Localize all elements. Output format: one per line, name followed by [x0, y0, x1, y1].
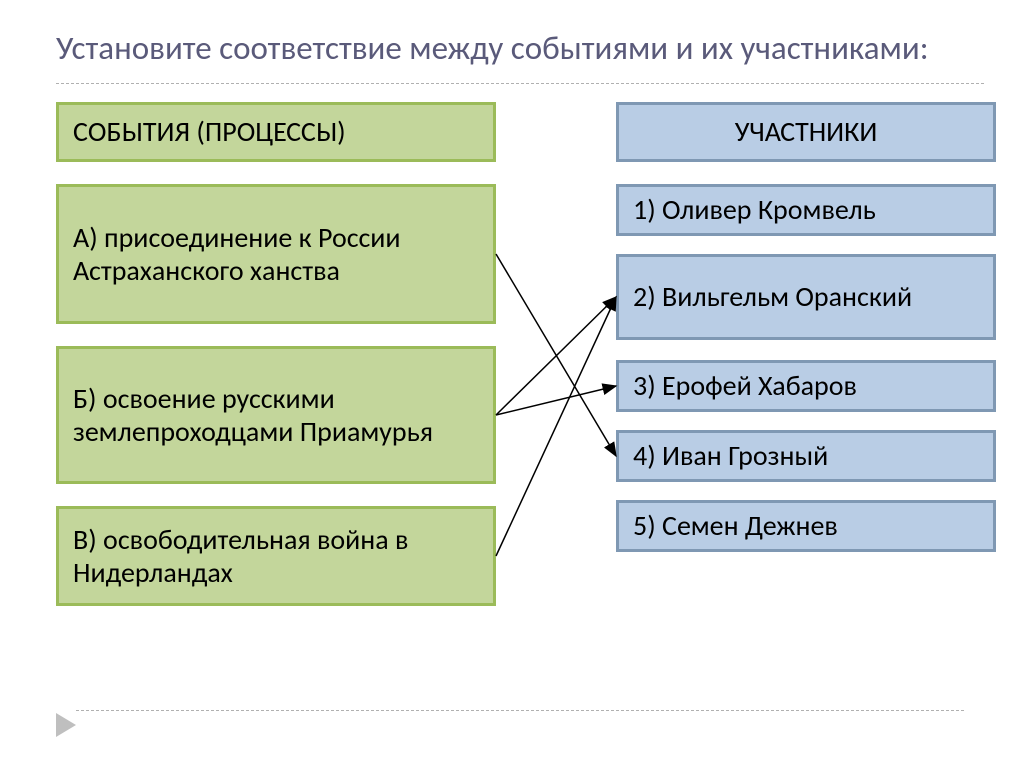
- match-edge: [496, 386, 616, 415]
- match-edge: [496, 297, 616, 556]
- slide-title: Установите соответствие между событиями …: [56, 28, 984, 69]
- title-divider: [56, 83, 984, 84]
- participant-2-label: 2) Вильгельм Оранский: [633, 280, 912, 314]
- event-b: Б) освоение русскими землепроходцами При…: [56, 346, 496, 484]
- slide: Установите соответствие между событиями …: [0, 0, 1024, 767]
- participant-2: 2) Вильгельм Оранский: [616, 254, 996, 340]
- footer-divider: [76, 710, 964, 711]
- participant-3: 3) Ерофей Хабаров: [616, 360, 996, 412]
- event-a: А) присоединение к России Астраханского …: [56, 184, 496, 324]
- participant-4: 4) Иван Грозный: [616, 430, 996, 482]
- event-c: В) освободительная война в Нидерландах: [56, 506, 496, 606]
- match-edge: [496, 254, 616, 456]
- event-c-label: В) освободительная война в Нидерландах: [73, 523, 479, 590]
- event-a-label: А) присоединение к России Астраханского …: [73, 221, 479, 288]
- participant-5: 5) Семен Дежнев: [616, 500, 996, 552]
- events-header-label: СОБЫТИЯ (ПРОЦЕССЫ): [73, 115, 346, 149]
- next-slide-icon: [56, 713, 76, 737]
- matching-diagram: СОБЫТИЯ (ПРОЦЕССЫ) А) присоединение к Ро…: [56, 102, 984, 662]
- participant-1-label: 1) Оливер Кромвель: [633, 193, 876, 227]
- participants-header-label: УЧАСТНИКИ: [735, 115, 878, 149]
- match-edge: [496, 297, 616, 415]
- participant-1: 1) Оливер Кромвель: [616, 184, 996, 236]
- participant-3-label: 3) Ерофей Хабаров: [633, 369, 857, 403]
- events-header: СОБЫТИЯ (ПРОЦЕССЫ): [56, 102, 496, 162]
- participant-4-label: 4) Иван Грозный: [633, 439, 828, 473]
- participants-header: УЧАСТНИКИ: [616, 102, 996, 162]
- event-b-label: Б) освоение русскими землепроходцами При…: [73, 382, 479, 449]
- participant-5-label: 5) Семен Дежнев: [633, 509, 838, 543]
